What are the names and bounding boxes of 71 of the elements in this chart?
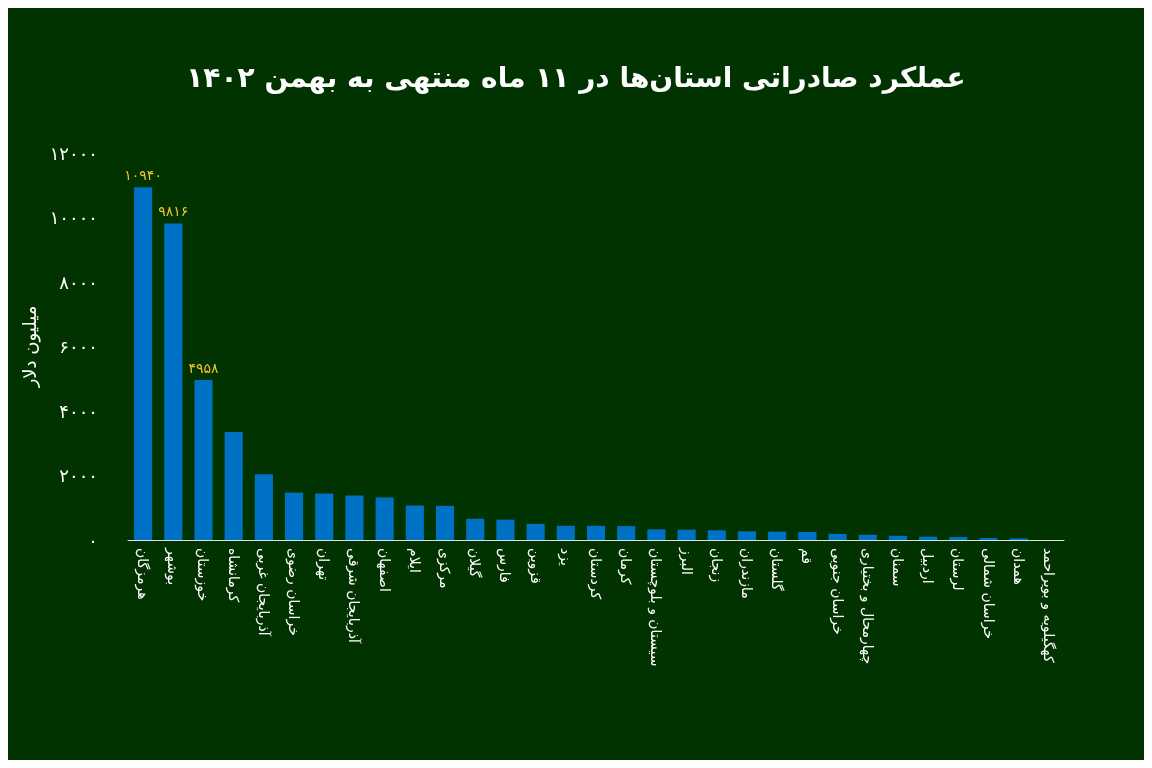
x-tick-label: قزوین [526, 548, 544, 584]
bar [345, 495, 364, 540]
x-tick-label: کردستان [587, 548, 604, 600]
bar [858, 534, 877, 540]
x-tick-label: مازندران [737, 548, 755, 599]
y-tick-label: ۸۰۰۰ [59, 271, 98, 293]
bar [768, 531, 787, 540]
x-tick-label: آذربایجان غربی [254, 548, 272, 637]
bar [828, 533, 847, 540]
bar [556, 525, 575, 540]
bar [707, 530, 726, 540]
x-tick-label: فارس [496, 548, 514, 583]
bar [737, 531, 757, 540]
x-tick-label: هرمزگان [134, 548, 152, 600]
x-tick-label: زنجان [707, 548, 725, 583]
bar [134, 187, 153, 540]
x-tick-label: بوشهر [164, 547, 182, 586]
x-tick-label: چهارمحال و بختیاری [858, 548, 876, 665]
x-tick-label: همدان [1010, 548, 1027, 585]
data-label: ۹۸۱۶ [158, 203, 189, 220]
x-tick-label: ایلام [406, 548, 423, 573]
y-tick-label: ۶۰۰۰ [59, 336, 98, 357]
y-tick-label: ۱۲۰۰۰ [49, 142, 98, 164]
bar [617, 526, 636, 540]
bar [496, 519, 515, 540]
bar [586, 525, 606, 540]
x-tick-label: آذربایجان شرقی [345, 548, 363, 644]
bar [315, 493, 334, 540]
bar [647, 529, 666, 540]
bar [919, 536, 938, 540]
x-tick-label: لرستان [949, 548, 967, 591]
x-tick-label: خوزستان [194, 548, 212, 602]
bar [164, 223, 183, 540]
x-tick-label: گیلان [467, 548, 484, 578]
x-tick-label: سیستان و بلوچستان [647, 548, 665, 667]
y-tick-label: ۲۰۰۰ [59, 465, 98, 486]
data-label: ۴۹۵۸ [188, 360, 219, 377]
bar [949, 537, 968, 540]
bar [798, 531, 817, 540]
x-tick-label: البرز [677, 547, 695, 575]
bar [888, 535, 907, 540]
x-tick-label: کرمان [617, 548, 635, 585]
x-tick-label: گلستان [769, 548, 786, 591]
bar [224, 431, 243, 540]
x-tick-label: خراسان جنوبی [828, 548, 846, 635]
data-label: ۱۰۹۴۰ [124, 167, 162, 184]
bar [526, 523, 545, 540]
x-tick-label: خراسان شمالی [979, 548, 997, 640]
bar [677, 529, 696, 540]
bar [435, 505, 455, 540]
bar [254, 474, 273, 540]
bar [285, 492, 304, 540]
y-tick-label: ۱۰۰۰۰ [49, 207, 98, 228]
x-tick-label: خراسان رضوی [285, 548, 303, 636]
y-tick-label: ۰ [88, 529, 98, 551]
x-tick-label: اردبیل [919, 548, 937, 584]
chart-title: عملکرد صادراتی استان‌ها در ۱۱ ماه منتهی به بهمن ۱۴۰۲ [186, 60, 966, 94]
x-tick-label: اصفهان [375, 548, 393, 592]
x-tick-label: کهگیلویه و بویراحمد [1039, 548, 1057, 664]
x-tick-label: یزد [556, 548, 574, 566]
bar [194, 380, 213, 540]
bar [375, 497, 394, 540]
x-tick-label: تهران [315, 548, 333, 581]
x-tick-label: سمنان [889, 548, 906, 587]
x-tick-label: قم [798, 548, 816, 565]
bar [466, 518, 485, 540]
x-tick-label: کرمانشاه [224, 548, 242, 603]
y-axis-title: میلیون دلار [19, 305, 42, 389]
x-tick-label: مرکزی [436, 548, 454, 589]
y-tick-label: ۴۰۰۰ [59, 400, 98, 422]
bar [405, 505, 424, 540]
